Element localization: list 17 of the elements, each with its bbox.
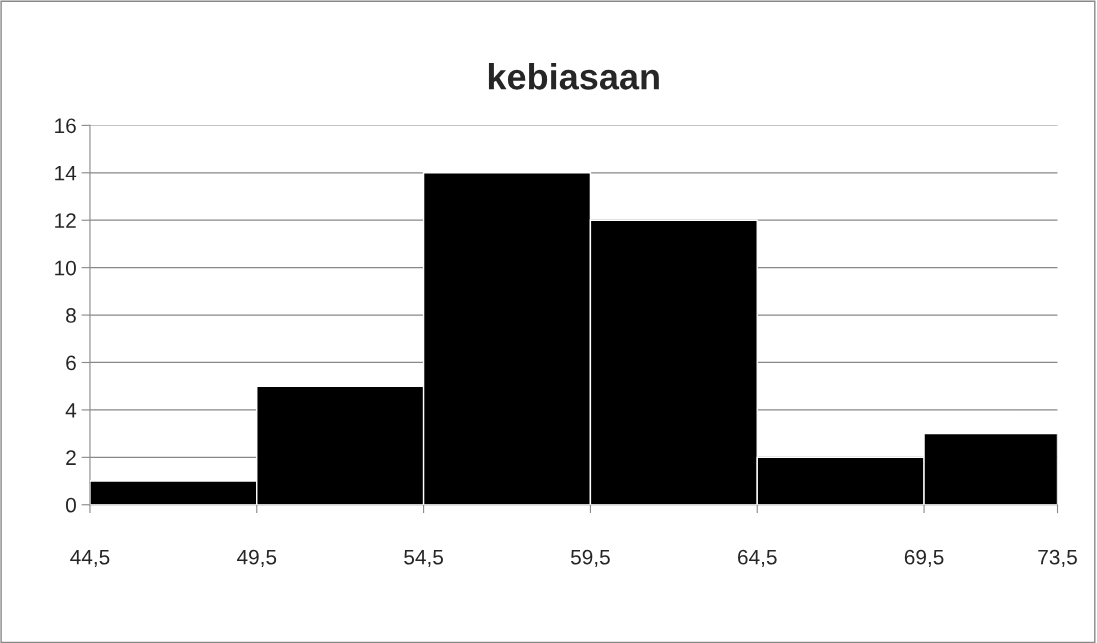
y-tick-label: 6 xyxy=(66,355,76,371)
x-tick-label: 59,5 xyxy=(570,549,610,567)
x-tick-label: 69,5 xyxy=(904,549,944,567)
chart-title: kebiasaan xyxy=(488,63,659,90)
y-tick-label: 10 xyxy=(55,260,76,276)
y-tick-label: 16 xyxy=(55,118,76,134)
y-tick-label: 12 xyxy=(55,213,76,228)
y-tick-label: 4 xyxy=(65,403,77,418)
y-tick-label: 8 xyxy=(66,308,76,323)
x-tick-label: 64,5 xyxy=(738,549,777,567)
y-tick-label: 14 xyxy=(55,166,77,181)
x-tick-label: 73,5 xyxy=(1038,549,1077,567)
y-tick-label: 0 xyxy=(65,497,76,513)
y-tick-label: 2 xyxy=(66,450,76,465)
x-tick-label: 54,5 xyxy=(404,549,443,567)
x-tick-label: 44,5 xyxy=(70,549,110,567)
x-tick-label: 49,5 xyxy=(236,549,277,567)
